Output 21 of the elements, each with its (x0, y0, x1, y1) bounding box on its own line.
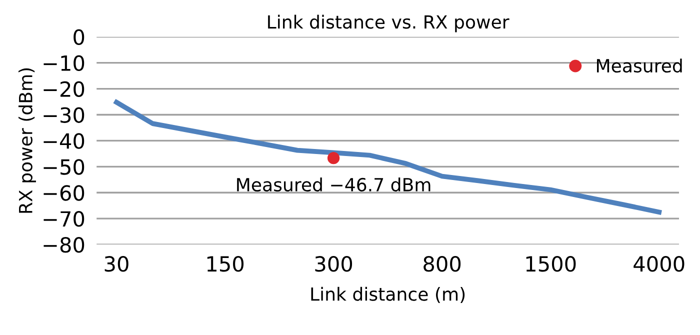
x-tick-label: 300 (315, 256, 352, 272)
legend-label: Measured (597, 58, 682, 73)
x-tick-label: 30 (104, 256, 128, 272)
chart-title: Link distance vs. RX power (268, 14, 510, 32)
y-tick-label: −30 (44, 107, 84, 123)
y-tick-label: 0 (74, 29, 84, 46)
y-tick-label: −10 (44, 55, 84, 72)
x-tick-label: 4000 (634, 256, 684, 272)
y-tick-label: −20 (44, 81, 84, 97)
y-tick-label: −40 (44, 133, 84, 149)
y-tick-label: −80 (44, 237, 84, 253)
x-axis-title: Link distance (m) (311, 286, 465, 304)
y-tick-label: −60 (44, 185, 84, 201)
annotation: Measured −46.7 dBm (237, 178, 430, 192)
y-tick-label: −70 (44, 211, 84, 227)
y-axis-title: RX power (dBm) (18, 68, 36, 213)
x-tick-label: 150 (207, 256, 244, 272)
y-tick-label: −50 (44, 159, 84, 175)
x-tick-label: 800 (424, 256, 461, 272)
x-tick-label: 1500 (526, 256, 576, 272)
line-series (114, 100, 662, 215)
